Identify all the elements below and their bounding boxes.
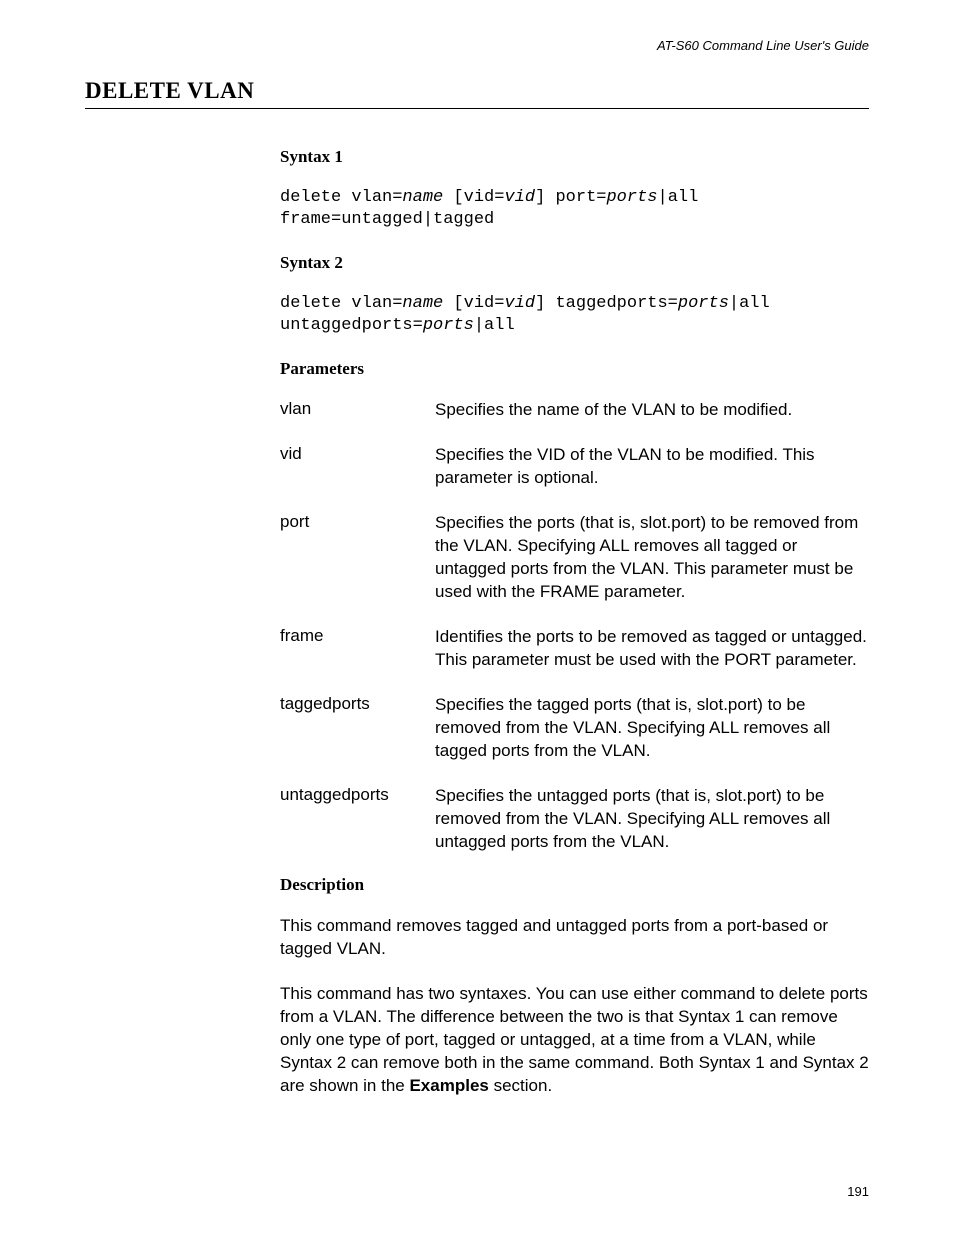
description-para2: This command has two syntaxes. You can u… bbox=[280, 983, 869, 1098]
desc-text: This command has two syntaxes. You can u… bbox=[280, 984, 869, 1095]
code-text: delete vlan= bbox=[280, 188, 402, 207]
param-name: frame bbox=[280, 626, 435, 672]
syntax2-code: delete vlan=name [vid=vid] taggedports=p… bbox=[280, 293, 869, 337]
desc-text: section. bbox=[489, 1076, 552, 1095]
param-row: frame Identifies the ports to be removed… bbox=[280, 626, 869, 672]
body-content: Syntax 1 delete vlan=name [vid=vid] port… bbox=[280, 147, 869, 1098]
code-text: ] port= bbox=[535, 188, 606, 207]
code-text: frame=untagged|tagged bbox=[280, 210, 494, 229]
code-param: ports bbox=[678, 294, 729, 313]
code-text: untaggedports= bbox=[280, 316, 423, 335]
param-name: vid bbox=[280, 444, 435, 490]
desc-bold: Examples bbox=[409, 1076, 488, 1095]
code-text: ] taggedports= bbox=[535, 294, 678, 313]
code-param: vid bbox=[504, 294, 535, 313]
code-text: |all bbox=[658, 188, 699, 207]
code-text: |all bbox=[474, 316, 515, 335]
syntax1-heading: Syntax 1 bbox=[280, 147, 869, 167]
param-desc: Identifies the ports to be removed as ta… bbox=[435, 626, 869, 672]
param-row: vlan Specifies the name of the VLAN to b… bbox=[280, 399, 869, 422]
description-para1: This command removes tagged and untagged… bbox=[280, 915, 869, 961]
param-row: taggedports Specifies the tagged ports (… bbox=[280, 694, 869, 763]
param-name: taggedports bbox=[280, 694, 435, 763]
code-text: [vid= bbox=[443, 294, 504, 313]
page-content: DELETE VLAN Syntax 1 delete vlan=name [v… bbox=[85, 78, 869, 1120]
parameters-heading: Parameters bbox=[280, 359, 869, 379]
param-row: port Specifies the ports (that is, slot.… bbox=[280, 512, 869, 604]
param-desc: Specifies the name of the VLAN to be mod… bbox=[435, 399, 869, 422]
code-text: [vid= bbox=[443, 188, 504, 207]
param-row: vid Specifies the VID of the VLAN to be … bbox=[280, 444, 869, 490]
code-text: |all bbox=[729, 294, 770, 313]
param-name: port bbox=[280, 512, 435, 604]
page-number: 191 bbox=[847, 1184, 869, 1199]
param-name: untaggedports bbox=[280, 785, 435, 854]
code-param: name bbox=[402, 294, 443, 313]
command-title: DELETE VLAN bbox=[85, 78, 869, 109]
code-param: vid bbox=[504, 188, 535, 207]
param-desc: Specifies the untagged ports (that is, s… bbox=[435, 785, 869, 854]
parameters-table: vlan Specifies the name of the VLAN to b… bbox=[280, 399, 869, 853]
param-desc: Specifies the ports (that is, slot.port)… bbox=[435, 512, 869, 604]
param-row: untaggedports Specifies the untagged por… bbox=[280, 785, 869, 854]
param-name: vlan bbox=[280, 399, 435, 422]
code-param: name bbox=[402, 188, 443, 207]
page-header: AT-S60 Command Line User's Guide bbox=[657, 38, 869, 53]
syntax1-code: delete vlan=name [vid=vid] port=ports|al… bbox=[280, 187, 869, 231]
code-param: ports bbox=[606, 188, 657, 207]
param-desc: Specifies the tagged ports (that is, slo… bbox=[435, 694, 869, 763]
syntax2-heading: Syntax 2 bbox=[280, 253, 869, 273]
param-desc: Specifies the VID of the VLAN to be modi… bbox=[435, 444, 869, 490]
code-param: ports bbox=[423, 316, 474, 335]
description-heading: Description bbox=[280, 875, 869, 895]
code-text: delete vlan= bbox=[280, 294, 402, 313]
